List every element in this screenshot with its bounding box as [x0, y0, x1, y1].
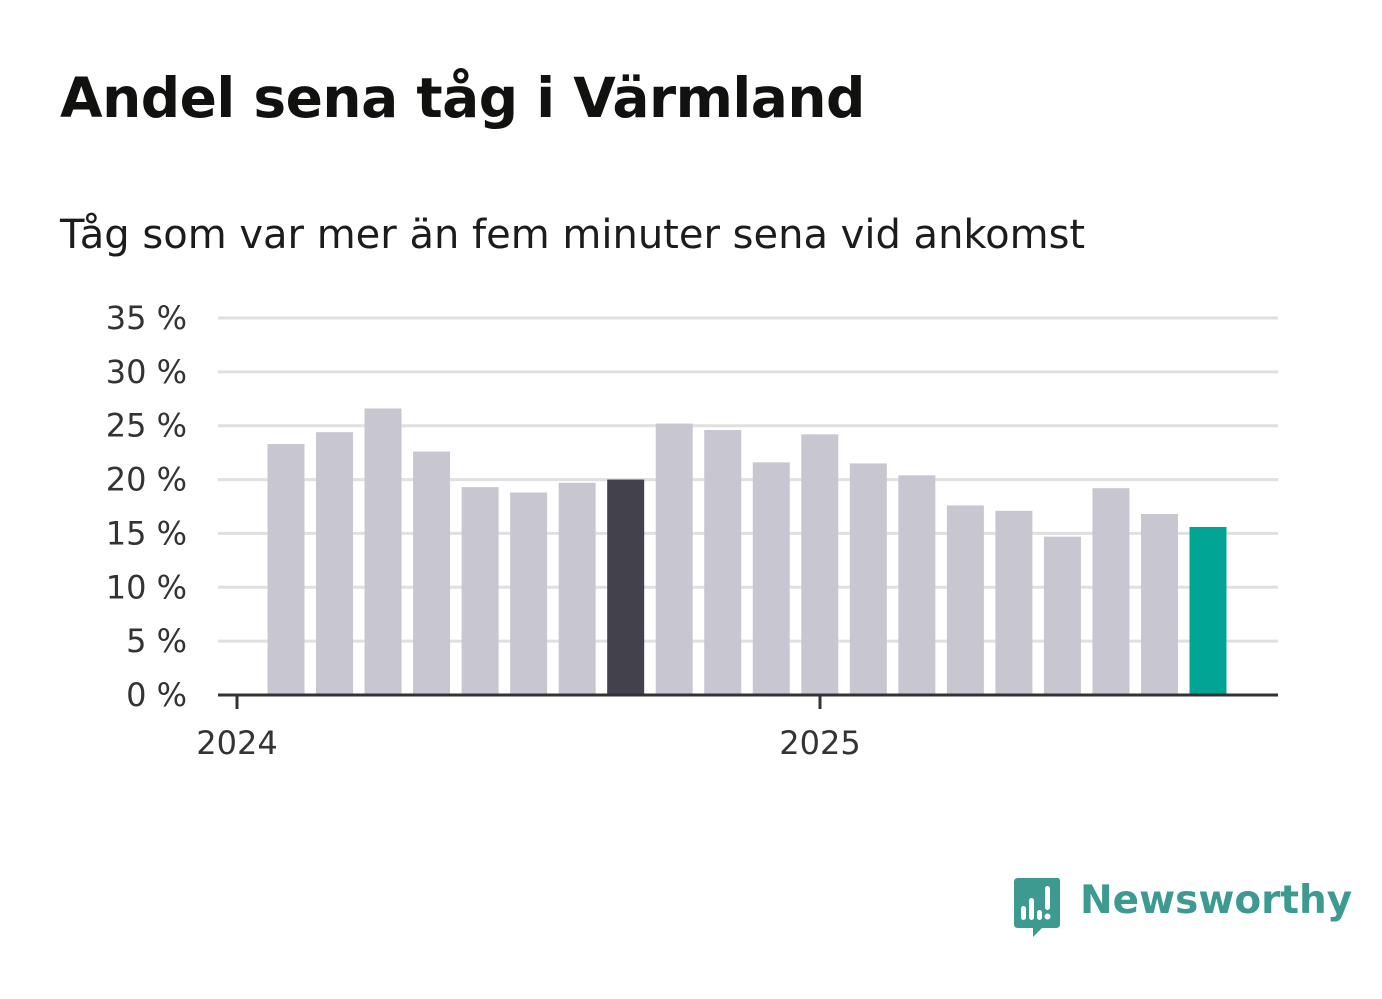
bar: [898, 475, 936, 695]
y-tick-label: 0 %: [126, 676, 187, 714]
y-tick-label: 25 %: [106, 407, 187, 445]
bar: [364, 408, 402, 695]
y-tick-label: 15 %: [106, 514, 187, 552]
bar: [510, 492, 548, 695]
brand-name: Newsworthy: [1080, 878, 1353, 923]
bar: [316, 432, 354, 695]
bar: [995, 510, 1033, 695]
bar: [413, 451, 451, 695]
y-tick-label: 35 %: [106, 299, 187, 337]
bar: [461, 487, 499, 695]
bar: [1043, 536, 1081, 695]
bars: [267, 408, 1227, 695]
chart-subtitle: Tåg som var mer än fem minuter sena vid …: [60, 212, 1086, 258]
chart-title: Andel sena tåg i Värmland: [60, 66, 865, 130]
y-tick-label: 10 %: [106, 568, 187, 606]
bar: [801, 434, 839, 695]
bar: [849, 463, 887, 695]
bar: [607, 479, 645, 695]
bar: [704, 430, 742, 695]
brand-logo: Newsworthy: [1010, 876, 1352, 938]
x-tick-label: 2024: [196, 724, 277, 762]
y-tick-label: 5 %: [126, 622, 187, 660]
bar: [558, 482, 596, 695]
bar: [1140, 514, 1178, 695]
y-tick-label: 20 %: [106, 461, 187, 499]
bar: [946, 505, 984, 695]
axes: 0 % 5 % 10 % 15 % 20 % 25 % 30 % 35 % 2024 2025: [106, 299, 1278, 762]
y-tick-label: 30 %: [106, 353, 187, 391]
newsworthy-logo-icon: [1014, 878, 1060, 937]
bar: [1092, 488, 1130, 695]
bar: [655, 423, 693, 695]
bar: [1189, 526, 1227, 695]
bar: [752, 462, 790, 695]
x-tick-label: 2025: [779, 724, 860, 762]
bar: [267, 444, 305, 695]
